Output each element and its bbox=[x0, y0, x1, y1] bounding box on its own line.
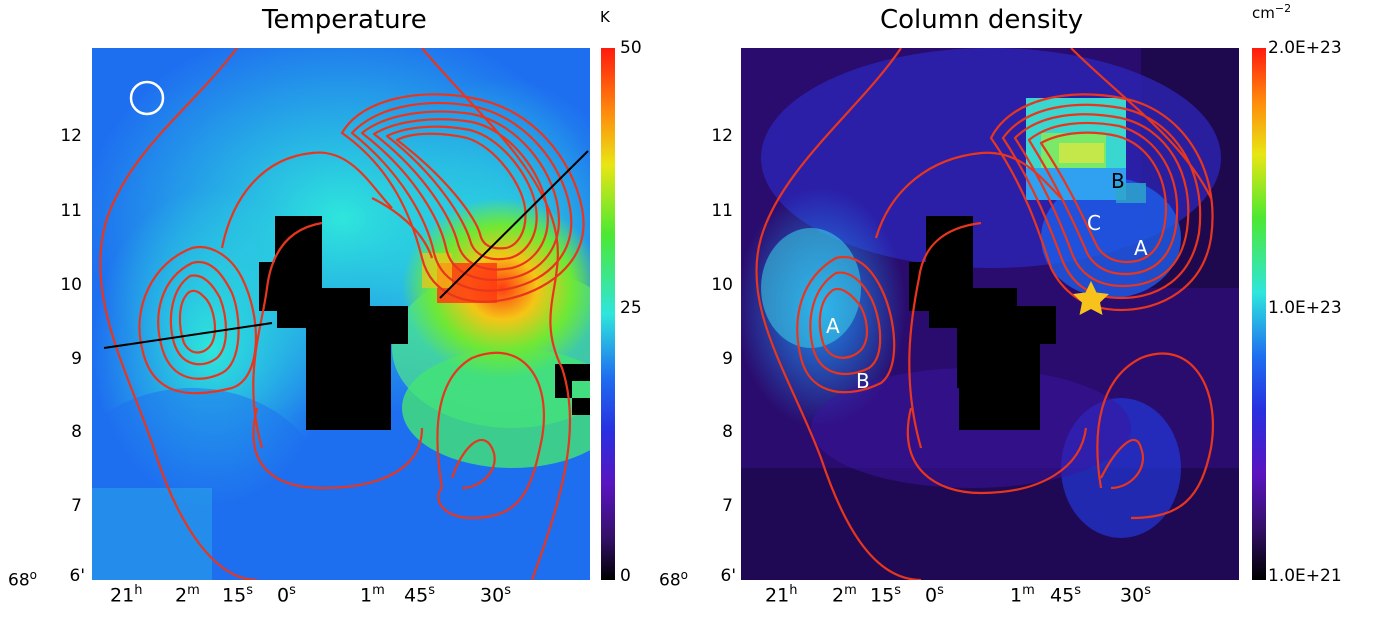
column-density-colorbar-tick-min: 1.0E+21 bbox=[1268, 566, 1342, 586]
left-y-tick: 9 bbox=[71, 349, 82, 369]
left-x-tick: 1m bbox=[360, 583, 385, 607]
right-y-tick: 9 bbox=[722, 349, 733, 369]
label-b-w: B bbox=[856, 369, 870, 393]
star-marker-icon bbox=[1073, 281, 1109, 315]
temperature-colorbar-tick-max: 50 bbox=[620, 38, 642, 58]
right-x-tick: 21h bbox=[765, 583, 798, 607]
right-y-tick: 11 bbox=[711, 201, 733, 221]
right-x-tick: 45s bbox=[1050, 583, 1081, 607]
column-density-colorbar-tick-max: 2.0E+23 bbox=[1268, 38, 1342, 58]
cut-line-east bbox=[439, 150, 589, 299]
left-x-tick: 30s bbox=[480, 583, 511, 607]
beam-circle-icon bbox=[129, 80, 165, 116]
right-x-tick: 15s bbox=[870, 583, 901, 607]
left-x-tick: 2m bbox=[175, 583, 200, 607]
label-b-ne: B bbox=[1111, 169, 1125, 193]
left-x-tick: 21h bbox=[110, 583, 143, 607]
left-x-tick: 45s bbox=[404, 583, 435, 607]
left-y-tick: 8 bbox=[71, 422, 82, 442]
temperature-title: Temperature bbox=[262, 5, 427, 35]
right-y-tick: 7 bbox=[722, 496, 733, 516]
left-y-tick: 11 bbox=[60, 201, 82, 221]
left-y-tick: 7 bbox=[71, 496, 82, 516]
right-y-tick: 10 bbox=[711, 275, 733, 295]
right-corner-deg: 68o bbox=[659, 568, 688, 591]
temperature-contours bbox=[99, 48, 585, 580]
column-density-colorbar-unit: cm−2 bbox=[1252, 2, 1292, 22]
temperature-colorbar-tick-min: 0 bbox=[620, 566, 631, 586]
right-x-tick: 2m bbox=[832, 583, 857, 607]
right-x-tick: 0s bbox=[925, 583, 944, 607]
label-a-ne: A bbox=[1134, 236, 1148, 260]
label-a-w: A bbox=[826, 314, 840, 338]
label-c-ne: C bbox=[1087, 211, 1101, 235]
column-density-title: Column density bbox=[880, 5, 1084, 35]
column-density-map: B C A A B bbox=[741, 48, 1239, 580]
left-x-tick: 15s bbox=[222, 583, 253, 607]
temperature-colorbar-tick-mid: 25 bbox=[620, 298, 642, 318]
left-x-tick: 0s bbox=[277, 583, 296, 607]
column-density-contours bbox=[755, 48, 1214, 580]
temperature-colorbar bbox=[601, 48, 615, 580]
right-y-tick: 12 bbox=[711, 126, 733, 146]
right-x-tick: 30s bbox=[1120, 583, 1151, 607]
temperature-colorbar-unit: K bbox=[600, 8, 610, 26]
right-x-tick: 1m bbox=[1010, 583, 1035, 607]
left-y-tick: 6' bbox=[69, 566, 86, 586]
temperature-map bbox=[92, 48, 590, 580]
column-density-colorbar-tick-mid: 1.0E+23 bbox=[1268, 298, 1342, 318]
left-corner-deg: 68o bbox=[8, 568, 37, 591]
right-y-tick: 6' bbox=[720, 566, 737, 586]
cut-line-west bbox=[103, 322, 273, 349]
left-y-tick: 10 bbox=[60, 275, 82, 295]
column-density-colorbar bbox=[1252, 48, 1266, 580]
right-y-tick: 8 bbox=[722, 422, 733, 442]
left-y-tick: 12 bbox=[60, 126, 82, 146]
